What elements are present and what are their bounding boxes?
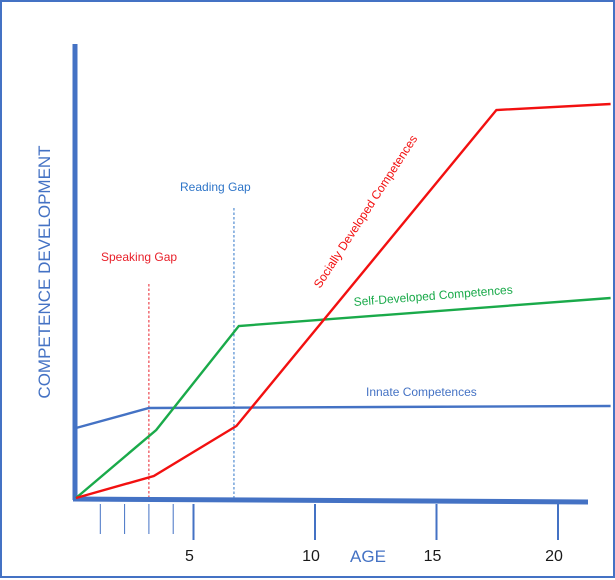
self-developed-competences-line	[75, 296, 611, 499]
annotation-speaking-gap: Speaking Gap	[101, 250, 177, 264]
x-tick-labels: 5 10 15 20	[185, 548, 563, 565]
minor-x-ticks	[99, 504, 174, 534]
socially-developed-competences-line	[75, 102, 611, 500]
axes: 5 10 15 20	[72, 44, 589, 565]
series-label-self-developed-competences: Self-Developed Competences	[353, 283, 513, 309]
x-axis-title: AGE	[350, 547, 386, 566]
x-tick-label: 10	[302, 548, 320, 565]
x-tick-label: 20	[545, 548, 563, 565]
x-tick-label: 5	[185, 548, 194, 565]
series-label-innate-competences: Innate Competences	[366, 385, 477, 399]
series-label-socially-developed-competences: Socially Developed Competences	[311, 133, 420, 291]
x-tick-label: 15	[424, 548, 442, 565]
y-axis-title: COMPETENCE DEVELOPMENT	[35, 145, 54, 398]
major-x-ticks	[192, 504, 559, 540]
series-labels: Innate Competences Self-Developed Compet…	[101, 133, 513, 399]
gap-markers	[148, 208, 235, 498]
innate-competences-line	[75, 404, 611, 430]
annotation-reading-gap: Reading Gap	[180, 180, 251, 194]
x-axis-line	[72, 496, 589, 505]
series-lines	[75, 102, 611, 500]
